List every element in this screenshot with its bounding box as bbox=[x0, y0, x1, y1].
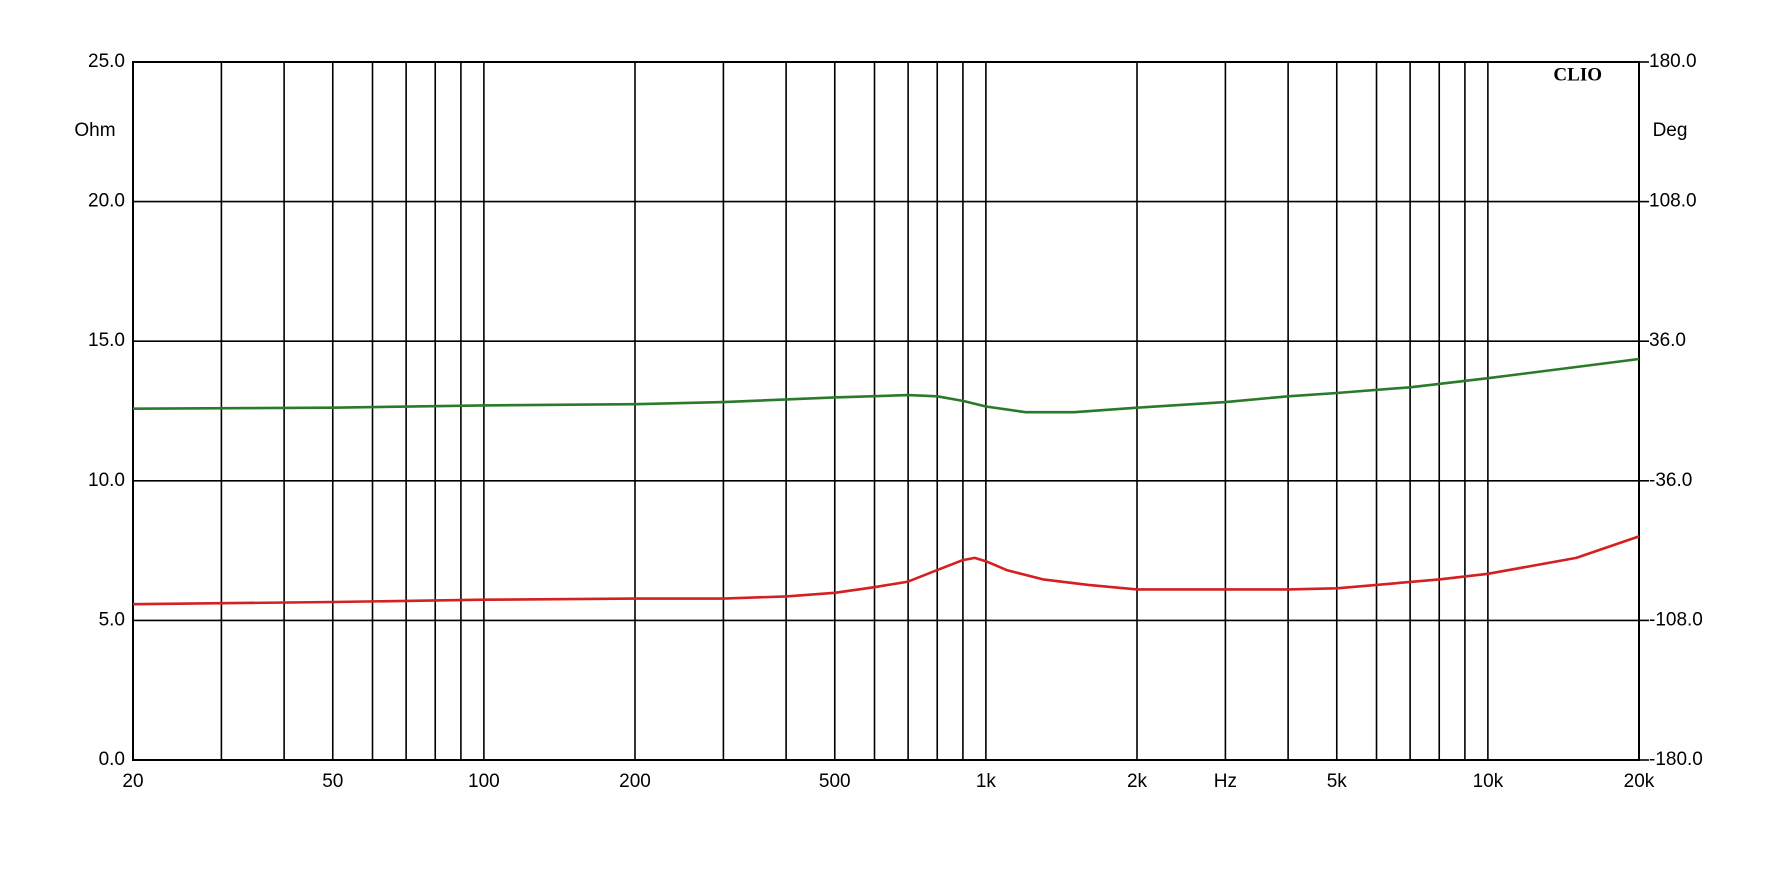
y-tick-label: 0.0 bbox=[99, 749, 125, 770]
x-tick-label: 200 bbox=[619, 771, 651, 792]
y2-tick-label: -180.0 bbox=[1649, 749, 1703, 770]
y2-axis-label: Deg bbox=[1653, 120, 1688, 141]
y2-tick-label: 180.0 bbox=[1649, 51, 1697, 72]
plot-frame bbox=[132, 61, 1640, 761]
y-tick-label: 15.0 bbox=[88, 330, 125, 351]
x-tick-label: 20 bbox=[122, 771, 143, 792]
x-tick-label: Hz bbox=[1214, 771, 1237, 792]
series-line bbox=[132, 357, 1640, 414]
y-tick-label: 25.0 bbox=[88, 51, 125, 72]
y2-tick-label: -36.0 bbox=[1649, 470, 1692, 491]
series-line bbox=[132, 535, 1640, 606]
y2-tick-label: 36.0 bbox=[1649, 330, 1686, 351]
y2-tick-label: -108.0 bbox=[1649, 609, 1703, 630]
y2-tick-label: 108.0 bbox=[1649, 191, 1697, 212]
x-tick-label: 2k bbox=[1127, 771, 1148, 792]
x-tick-label: 100 bbox=[468, 771, 500, 792]
x-tick-label: 500 bbox=[819, 771, 851, 792]
y-axis-label: Ohm bbox=[74, 120, 115, 141]
y-tick-label: 5.0 bbox=[99, 609, 125, 630]
chart-title: CLIO bbox=[1553, 64, 1602, 85]
y-tick-label: 10.0 bbox=[88, 470, 125, 491]
x-tick-label: 50 bbox=[322, 771, 343, 792]
x-tick-label: 1k bbox=[976, 771, 997, 792]
x-tick-label: 10k bbox=[1473, 771, 1504, 792]
x-tick-label: 5k bbox=[1327, 771, 1348, 792]
x-tick-label: 20k bbox=[1624, 771, 1655, 792]
y-tick-label: 20.0 bbox=[88, 191, 125, 212]
